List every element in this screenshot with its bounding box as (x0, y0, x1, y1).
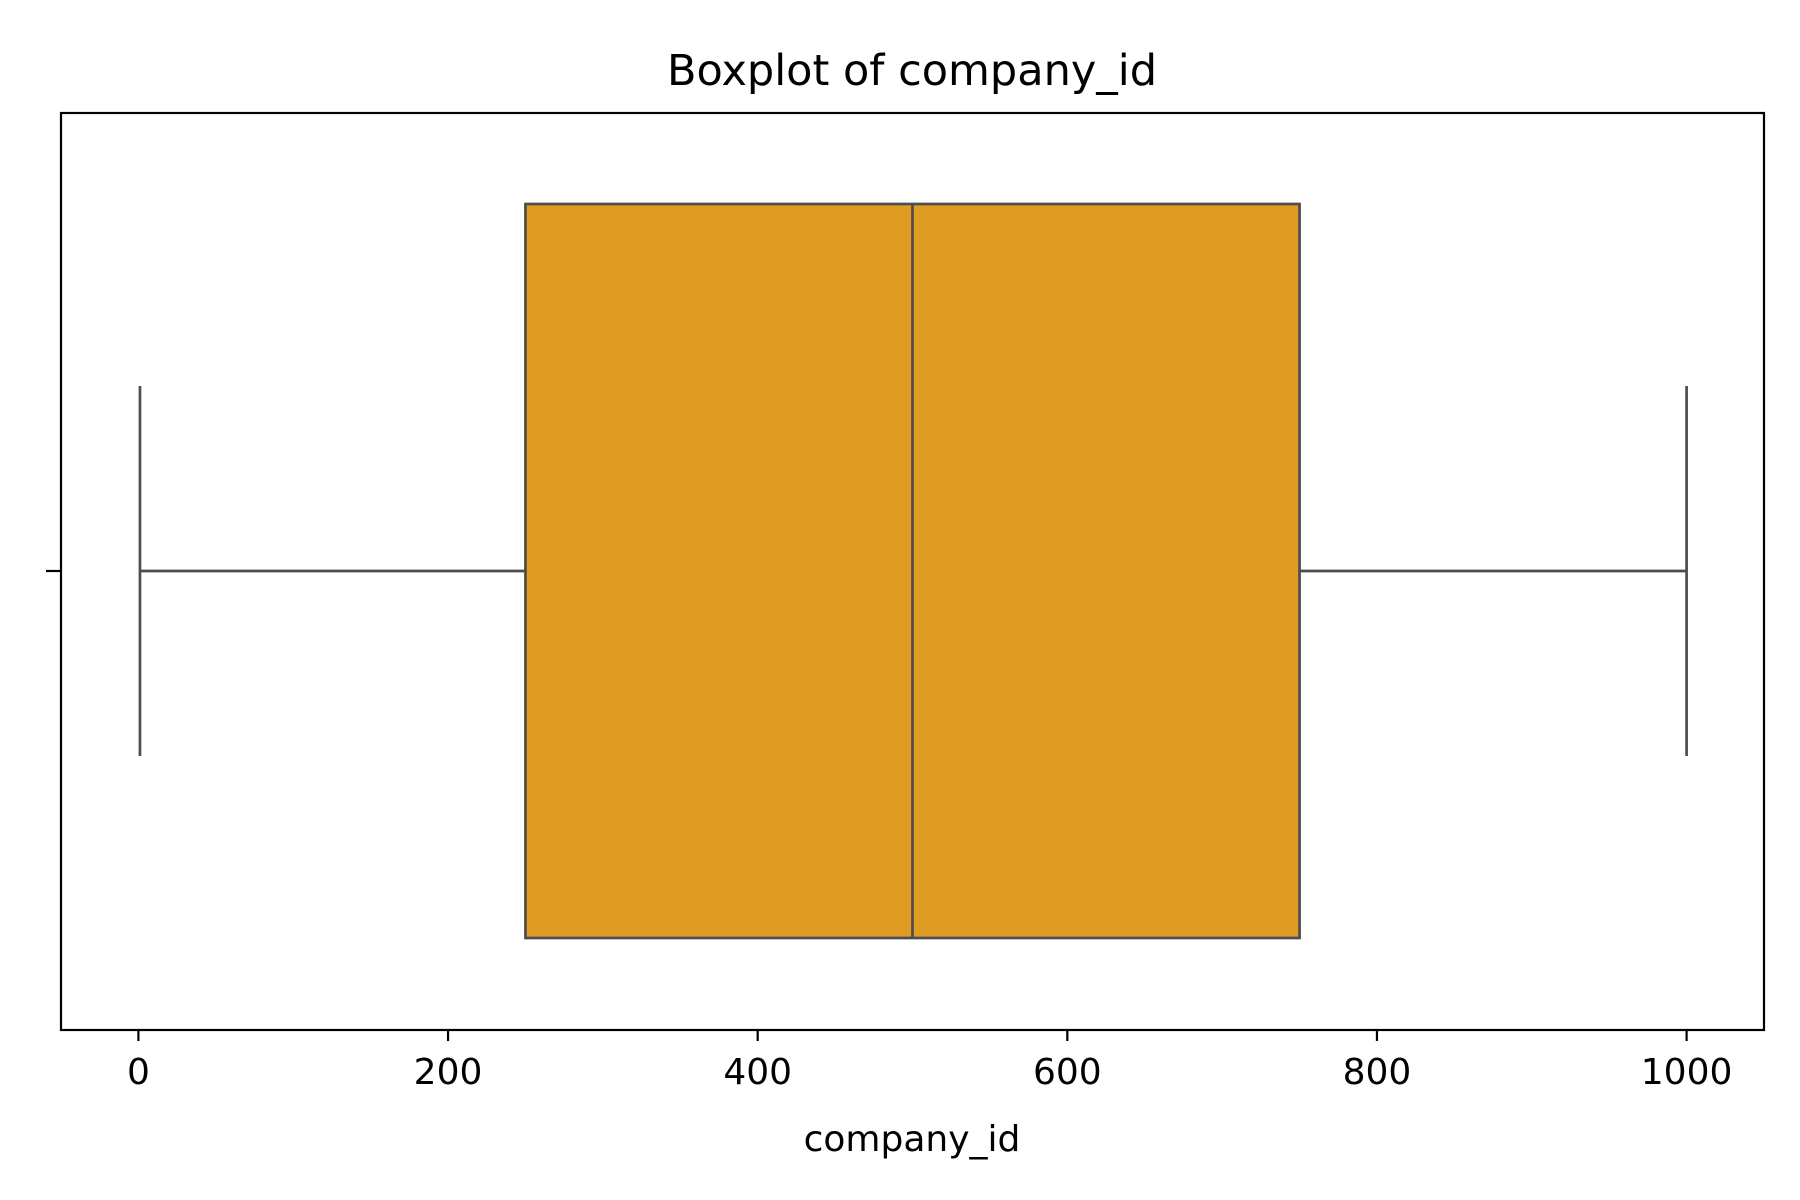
x-tick-label: 0 (127, 1052, 150, 1093)
x-axis-label: company_id (804, 1119, 1021, 1160)
chart-title: Boxplot of company_id (667, 46, 1157, 96)
x-axis: 0 200 400 600 800 1000 (127, 1030, 1732, 1093)
x-tick-label: 1000 (1641, 1052, 1733, 1093)
x-tick-label: 600 (1033, 1052, 1102, 1093)
boxplot (138, 202, 1688, 940)
x-tick-label: 200 (414, 1052, 483, 1093)
x-tick-label: 400 (723, 1052, 792, 1093)
x-tick-label: 800 (1343, 1052, 1412, 1093)
